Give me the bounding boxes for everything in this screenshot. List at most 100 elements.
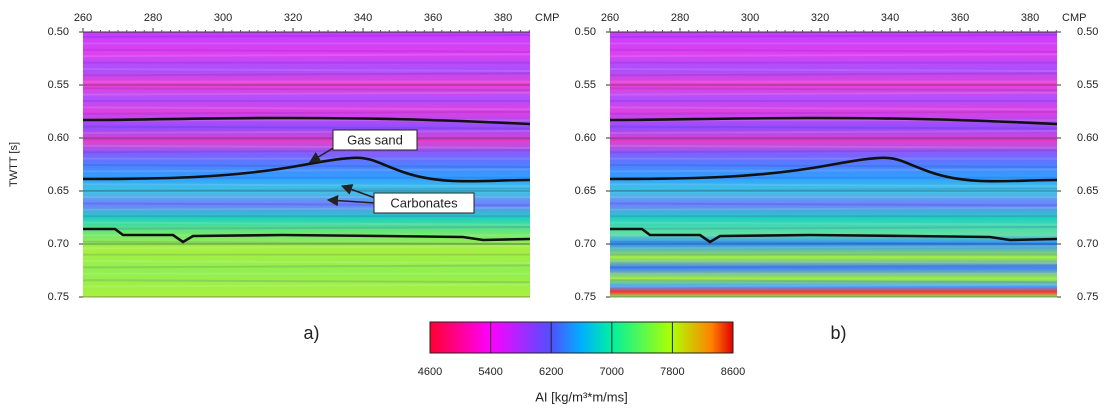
texture-stripe [609, 264, 1058, 269]
arrow [326, 195, 377, 207]
texture-stripe [82, 53, 531, 58]
texture-stripe [82, 260, 531, 264]
x-axis-label: CMP [1062, 12, 1086, 24]
x-tick-label: 340 [881, 12, 899, 24]
panel-label: a) [303, 323, 319, 343]
panel-label: b) [830, 323, 846, 343]
x-tick-label: 360 [951, 12, 969, 24]
colorbar-tick-label: 4600 [418, 366, 442, 378]
texture-stripe [82, 68, 531, 72]
texture-stripe [82, 91, 531, 96]
y-tick-label: 0.50 [48, 26, 69, 38]
x-tick-label: 260 [601, 12, 619, 24]
texture-stripe [609, 130, 1058, 134]
y-tick-label: 0.50 [575, 26, 596, 38]
horizon [82, 116, 531, 126]
colorbar [429, 321, 734, 354]
texture-stripe [609, 34, 1058, 38]
y-tick-label: 0.65 [575, 185, 596, 197]
texture-stripe [609, 110, 1058, 115]
texture-stripe [82, 240, 531, 245]
texture-stripe [82, 245, 531, 250]
texture-stripe [609, 260, 1058, 264]
texture-stripe [609, 87, 1058, 92]
texture-stripe [82, 125, 531, 130]
annotation: Gas sand [347, 132, 403, 147]
y-tick-label: 0.60 [1077, 132, 1098, 144]
x-axis-label: CMP [535, 12, 559, 24]
x-tick-label: 380 [494, 12, 512, 24]
y-tick-label: 0.70 [48, 238, 69, 250]
texture-stripe [82, 106, 531, 111]
texture-stripe [82, 144, 531, 149]
annotation: Carbonates [390, 195, 458, 210]
y-tick-label: 0.75 [575, 291, 596, 303]
y-axis-label: TWTT [s] [8, 142, 20, 187]
annotation-box [373, 192, 475, 214]
texture-stripe [609, 283, 1058, 288]
texture-stripe [82, 283, 531, 288]
texture-stripe [609, 144, 1058, 149]
texture-stripe [609, 240, 1058, 245]
texture-stripe [82, 226, 531, 230]
x-tick-label: 380 [1021, 12, 1039, 24]
texture-stripe [82, 164, 531, 168]
texture-stripe [609, 149, 1058, 154]
texture-stripe [609, 68, 1058, 72]
y-tick-label: 0.55 [48, 79, 69, 91]
texture-stripe [82, 149, 531, 154]
x-tick-label: 320 [284, 12, 302, 24]
colorbar-tick-label: 8600 [721, 366, 745, 378]
texture-stripe [82, 87, 531, 92]
texture-stripe [609, 48, 1058, 53]
texture-stripe [609, 106, 1058, 111]
x-tick-label: 280 [671, 12, 689, 24]
texture-stripe [82, 221, 531, 226]
texture-stripe [82, 130, 531, 134]
texture-stripe [609, 91, 1058, 96]
horizon [609, 116, 1058, 126]
horizon [83, 227, 531, 244]
x-tick-label: 280 [144, 12, 162, 24]
texture-stripe [82, 183, 531, 188]
texture-stripe [82, 72, 531, 77]
texture-stripe [609, 279, 1058, 284]
texture-stripe [609, 245, 1058, 250]
y-tick-label: 0.60 [575, 132, 596, 144]
y-tick-label: 0.65 [1077, 185, 1098, 197]
texture-stripe [609, 72, 1058, 77]
y-tick-label: 0.55 [575, 79, 596, 91]
texture-stripe [609, 125, 1058, 130]
texture-stripe [82, 48, 531, 53]
texture-stripe [609, 183, 1058, 188]
colorbar-tick-label: 5400 [478, 366, 502, 378]
x-tick-label: 360 [424, 12, 442, 24]
horizon [609, 156, 1058, 183]
texture-stripe [609, 53, 1058, 58]
colorbar-label: AI [kg/m³*m/ms] [535, 389, 627, 404]
x-tick-label: 320 [811, 12, 829, 24]
y-tick-label: 0.65 [48, 185, 69, 197]
texture-stripe [82, 168, 531, 173]
texture-stripe [82, 279, 531, 284]
x-tick-label: 340 [354, 12, 372, 24]
horizon [610, 227, 1058, 244]
y-tick-label: 0.70 [1077, 238, 1098, 250]
arrow [340, 184, 379, 200]
y-tick-label: 0.70 [575, 238, 596, 250]
texture-stripe [82, 110, 531, 115]
x-tick-label: 300 [741, 12, 759, 24]
texture-stripe [609, 206, 1058, 211]
texture-stripe [609, 164, 1058, 168]
y-tick-label: 0.50 [1077, 26, 1098, 38]
texture-stripe [82, 264, 531, 269]
colorbar-tick-label: 7000 [600, 366, 624, 378]
arrow [309, 146, 336, 163]
x-tick-label: 300 [214, 12, 232, 24]
y-tick-label: 0.55 [1077, 79, 1098, 91]
texture-stripe [82, 187, 531, 192]
y-tick-label: 0.75 [1077, 291, 1098, 303]
texture-stripe [609, 226, 1058, 230]
